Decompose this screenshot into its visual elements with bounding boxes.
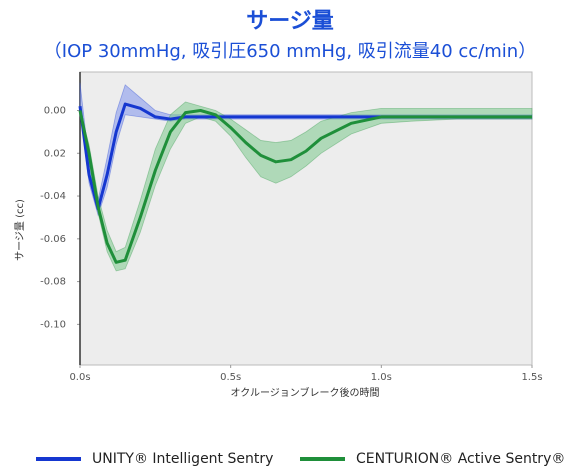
x-tick-label: 0.5s	[220, 372, 241, 383]
x-tick-label: 1.5s	[521, 372, 542, 383]
y-tick-label: -0.06	[40, 234, 66, 245]
y-tick-label: -0.04	[40, 191, 66, 202]
x-axis-label: オクルージョンブレーク後の時間	[231, 386, 380, 399]
chart-subtitle: （IOP 30mmHg, 吸引圧650 mmHg, 吸引流量40 cc/min）	[44, 41, 536, 62]
x-tick-label: 0.0s	[69, 372, 90, 383]
legend-label: CENTURION® Active Sentry®	[356, 451, 565, 467]
chart-title: サージ量	[246, 9, 334, 34]
legend-label: UNITY® Intelligent Sentry	[92, 451, 273, 467]
y-tick-label: 0.00	[44, 105, 66, 116]
x-tick-label: 1.0s	[371, 372, 392, 383]
y-tick-label: -0.08	[40, 277, 66, 288]
range-band	[79, 101, 533, 272]
y-tick-label: 0.02	[44, 148, 66, 159]
plot-area	[79, 71, 533, 366]
series-line	[78, 102, 532, 211]
y-axis-label: サージ量 (cc)	[14, 199, 26, 261]
y-tick-label: -0.10	[40, 319, 66, 330]
series-line	[78, 108, 532, 264]
